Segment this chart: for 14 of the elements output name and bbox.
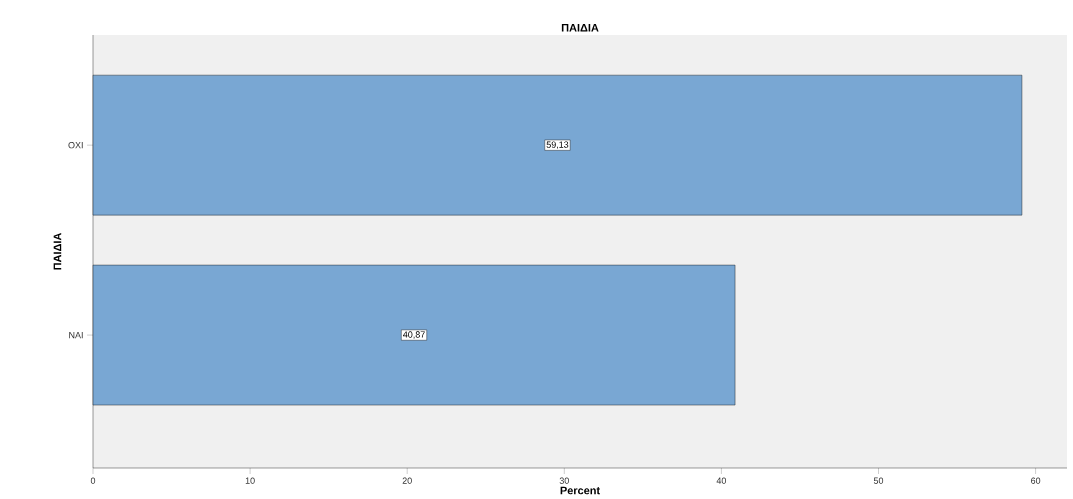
y-tick-label: ΝΑΙ [69,331,83,339]
data-label: 59,13 [546,141,569,149]
x-tick-label: 20 [402,477,412,484]
x-tick-label: 30 [559,477,569,484]
x-tick-label: 50 [873,477,884,484]
x-tick-label: 0 [90,477,96,484]
data-label: 40,87 [403,331,425,339]
x-tick-label: 10 [245,477,255,484]
y-tick-label: ΟΧΙ [68,141,83,149]
x-tick-label: 40 [716,477,727,484]
y-axis-title: ΠΑΙΔΙΑ [53,232,62,270]
chart-title: ΠΑΙΔΙΑ [561,23,599,32]
x-axis-title: Percent [560,486,600,495]
x-tick-label: 60 [1031,477,1041,484]
